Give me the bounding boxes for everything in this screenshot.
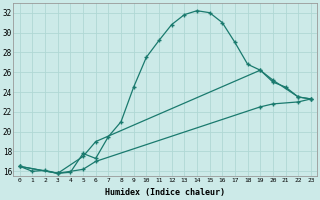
X-axis label: Humidex (Indice chaleur): Humidex (Indice chaleur) bbox=[105, 188, 225, 197]
